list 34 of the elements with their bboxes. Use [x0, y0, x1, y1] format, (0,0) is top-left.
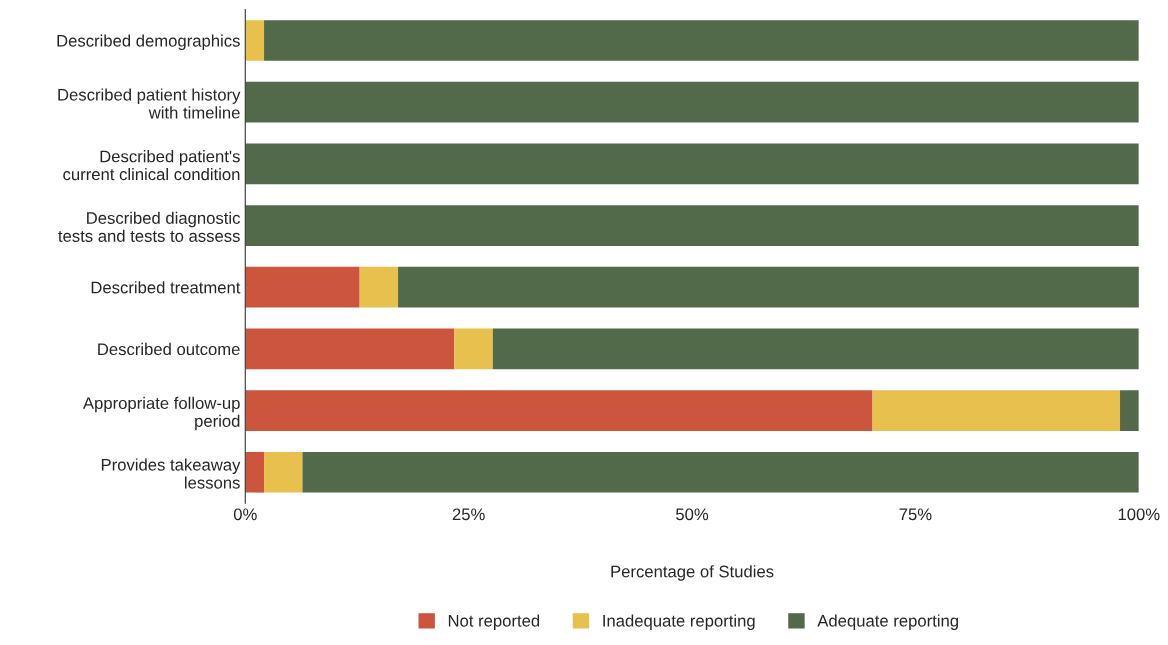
bar — [872, 390, 1121, 431]
x-tick-label: 100% — [1118, 508, 1160, 521]
x-tick-label: 25% — [452, 508, 485, 521]
bar — [245, 20, 265, 61]
y-tick-label: Provides takeaway lessons — [101, 458, 241, 489]
legend-label: Not reported — [448, 614, 540, 630]
bar — [264, 451, 303, 493]
y-tick-label: Described patient history with timeline — [58, 88, 241, 119]
y-tick-label: Described patient's current clinical condition — [63, 150, 240, 181]
bar — [245, 451, 265, 493]
bar — [398, 266, 1139, 308]
x-tick-label: 75% — [899, 508, 932, 521]
bar — [245, 205, 1139, 246]
bar — [1120, 390, 1139, 431]
y-tick-label: Described demographics — [57, 34, 240, 51]
bar — [245, 81, 1139, 123]
bar — [245, 143, 1139, 185]
y-tick-label: Described treatment — [91, 281, 241, 294]
x-tick-label: 50% — [676, 508, 709, 521]
bar — [264, 20, 1139, 61]
legend-label: Inadequate reporting — [603, 614, 755, 630]
legend-label: Adequate reporting — [817, 614, 958, 630]
y-tick-label: Appropriate follow-up period — [82, 396, 240, 431]
bar — [245, 390, 873, 431]
bar — [359, 266, 399, 308]
bar — [454, 328, 493, 370]
bar — [245, 266, 360, 308]
bar — [302, 451, 1139, 493]
y-tick-label: Described diagnostic tests and tests to assess — [58, 211, 240, 242]
x-tick-label: 0% — [233, 508, 257, 521]
bar — [245, 328, 455, 370]
x-axis-title: Percentage of Studies — [611, 565, 774, 581]
bar — [492, 328, 1139, 370]
y-tick-label: Described outcome — [98, 342, 240, 356]
